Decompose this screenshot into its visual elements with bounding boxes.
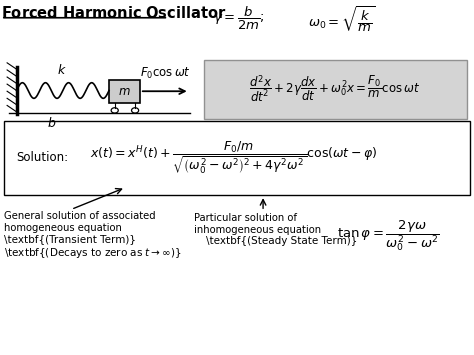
Text: $\gamma = \dfrac{b}{2m};$: $\gamma = \dfrac{b}{2m};$ — [213, 5, 265, 32]
Text: Particular solution of: Particular solution of — [194, 213, 297, 223]
Text: inhomogeneous equation: inhomogeneous equation — [194, 225, 321, 235]
Text: homogeneous equation: homogeneous equation — [4, 223, 122, 233]
Bar — [204, 60, 467, 119]
Text: $\tan\varphi = \dfrac{2\gamma\omega}{\omega_0^2-\omega^2}$: $\tan\varphi = \dfrac{2\gamma\omega}{\om… — [337, 218, 439, 253]
Text: \textbf{(Steady State Term)}: \textbf{(Steady State Term)} — [206, 236, 357, 246]
Text: $\dfrac{d^2x}{dt^2}+2\gamma\dfrac{dx}{dt}+\omega_0^2 x=\dfrac{F_0}{m}\cos\omega : $\dfrac{d^2x}{dt^2}+2\gamma\dfrac{dx}{dt… — [249, 74, 421, 105]
Text: Solution:: Solution: — [17, 152, 69, 164]
Text: $k$: $k$ — [57, 64, 66, 77]
Bar — [4, 121, 470, 195]
Text: $\mathbf{Forced\ Harmonic\ Oscillator}$: $\mathbf{Forced\ Harmonic\ Oscillator}$ — [1, 5, 227, 21]
Text: $x(t) = x^H(t)+\dfrac{F_0/m}{\sqrt{\left(\omega_0^2-\omega^2\right)^2+4\gamma^2\: $x(t) = x^H(t)+\dfrac{F_0/m}{\sqrt{\left… — [90, 140, 377, 176]
Text: $F_0\cos\omega t$: $F_0\cos\omega t$ — [140, 65, 191, 81]
Text: \textbf{(Transient Term)}: \textbf{(Transient Term)} — [4, 234, 136, 244]
Text: $m$: $m$ — [118, 85, 131, 98]
Text: General solution of associated: General solution of associated — [4, 211, 155, 221]
Text: $\omega_0 = \sqrt{\dfrac{k}{m}}$: $\omega_0 = \sqrt{\dfrac{k}{m}}$ — [308, 5, 375, 36]
Text: $b$: $b$ — [47, 116, 57, 130]
Text: \textbf{(Decays to zero as $t \rightarrow \infty$)}: \textbf{(Decays to zero as $t \rightarro… — [4, 246, 182, 260]
Bar — [109, 80, 140, 103]
